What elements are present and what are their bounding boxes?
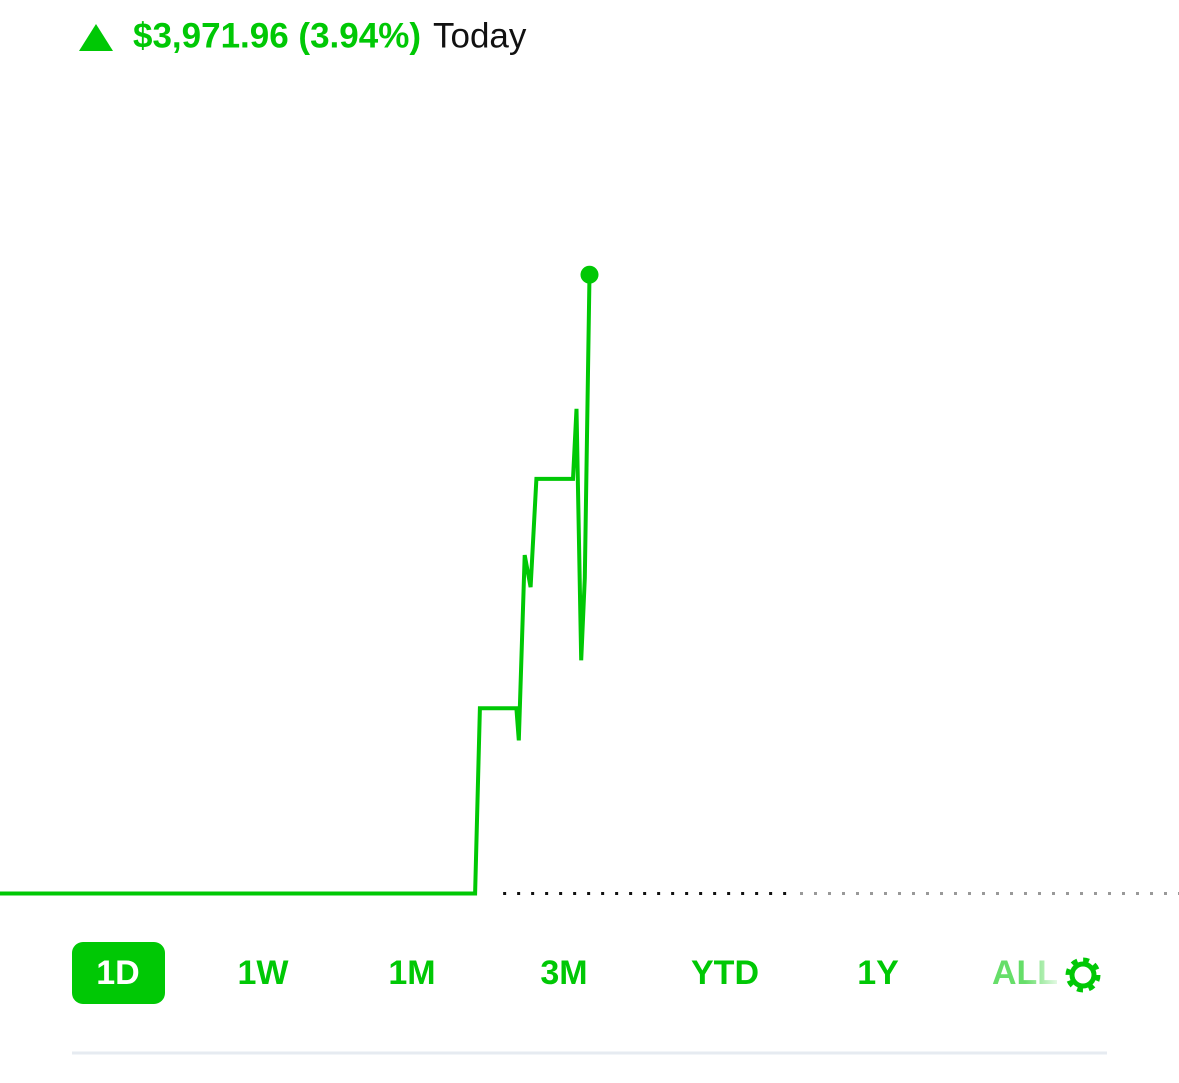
tab-selected-bg[interactable] [72, 942, 165, 1004]
range-tab[interactable]: 3M [540, 954, 587, 992]
range-tab[interactable]: 1W [238, 954, 290, 992]
range-tab[interactable]: 1M [388, 954, 435, 992]
chart [0, 265, 1179, 896]
up-arrow [79, 24, 113, 51]
period-label: Today [433, 16, 527, 55]
range-tab[interactable]: YTD [691, 954, 759, 992]
change-amount: $3,971.96 (3.94%) [133, 16, 421, 55]
price-line [0, 274, 592, 896]
range-tab[interactable]: 1Y [857, 954, 899, 992]
settings-gear[interactable] [1065, 957, 1101, 993]
current-dot [580, 265, 599, 284]
range-tab[interactable]: ALL [992, 954, 1058, 992]
range-tab[interactable]: 1D [96, 954, 139, 992]
range-tabs: 1D 1W 1M 3M YTD 1Y ALL [72, 942, 1058, 1004]
